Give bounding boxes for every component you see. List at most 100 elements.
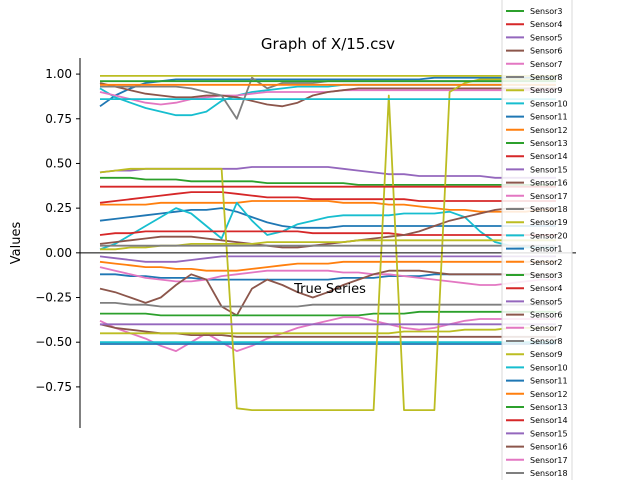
legend-label: Sensor17	[530, 192, 568, 201]
legend-label: Sensor15	[530, 165, 568, 174]
legend-label: Sensor10	[530, 99, 568, 108]
legend-label: Sensor14	[530, 152, 568, 161]
legend-label: Sensor10	[530, 363, 568, 372]
chart-title: Graph of X/15.csv	[261, 35, 395, 53]
legend-entry: Sensor7	[506, 324, 563, 333]
legend-entry: Sensor5	[506, 297, 563, 306]
legend-label: Sensor5	[530, 297, 563, 306]
legend-entry: Sensor12	[506, 390, 568, 399]
legend-entry: Sensor2	[506, 258, 563, 267]
series-line	[99, 207, 556, 249]
legend-label: Sensor9	[530, 86, 563, 95]
legend-entry: Sensor8	[506, 73, 563, 82]
legend-label: Sensor6	[530, 47, 563, 56]
legend-entry: Sensor4	[506, 284, 563, 293]
legend-entry: Sensor18	[506, 469, 568, 478]
legend-entry: Sensor20	[506, 231, 568, 240]
legend-entry: Sensor14	[506, 416, 568, 425]
legend-label: Sensor4	[530, 20, 563, 29]
legend-entry: Sensor3	[506, 7, 563, 16]
series-line	[99, 78, 556, 412]
legend-label: Sensor6	[530, 311, 563, 320]
legend-label: Sensor9	[530, 350, 563, 359]
y-tick-label: 1.00	[45, 67, 72, 81]
legend-entry: Sensor5	[506, 33, 563, 42]
series-line	[100, 176, 556, 186]
legend-label: Sensor12	[530, 126, 568, 135]
legend-entry: Sensor9	[506, 350, 563, 359]
legend-label: Sensor7	[530, 60, 563, 69]
legend-entry: Sensor13	[506, 139, 568, 148]
legend-label: Sensor13	[530, 139, 568, 148]
legend-entry: Sensor17	[506, 456, 568, 465]
series-line	[99, 266, 556, 286]
legend-label: Sensor16	[530, 179, 568, 188]
legend-label: Sensor8	[530, 337, 563, 346]
y-tick-label: 0.00	[45, 246, 72, 260]
y-axis-label: Values	[9, 222, 24, 265]
series-line	[99, 207, 556, 229]
legend-entry: Sensor12	[506, 126, 568, 135]
legend-entry: Sensor3	[506, 271, 563, 280]
legend-label: Sensor14	[530, 416, 568, 425]
series-line	[99, 230, 556, 236]
legend-label: Sensor2	[530, 258, 563, 267]
legend-label: Sensor11	[530, 377, 568, 386]
series-line	[100, 301, 556, 308]
series-line	[99, 255, 556, 263]
legend-entry: Sensor16	[506, 443, 568, 452]
series-line	[99, 191, 556, 204]
series-line	[99, 269, 556, 317]
legend-entry: Sensor1	[506, 245, 563, 254]
legend-label: Sensor16	[530, 443, 568, 452]
true-series-label: True Series	[293, 282, 366, 297]
legend-entry: Sensor16	[506, 179, 568, 188]
series-layer	[99, 75, 556, 412]
legend-label: Sensor19	[530, 218, 568, 227]
legend-label: Sensor11	[530, 113, 568, 122]
legend-entry: Sensor17	[506, 192, 568, 201]
legend: Sensor3 Sensor4 Sensor5 Sensor6 Sensor7 Senso…	[501, 0, 573, 480]
series-line	[100, 326, 556, 335]
legend-entry: Sensor6	[506, 311, 563, 320]
legend-entry: Sensor14	[506, 152, 568, 161]
legend-entry: Sensor18	[506, 205, 568, 214]
legend-entry: Sensor15	[506, 165, 568, 174]
legend-entry: Sensor11	[506, 377, 568, 386]
legend-label: Sensor3	[530, 7, 563, 16]
legend-label: Sensor3	[530, 271, 563, 280]
legend-label: Sensor8	[530, 73, 563, 82]
legend-label: Sensor20	[530, 231, 568, 240]
series-line	[100, 200, 556, 213]
legend-label: Sensor4	[530, 284, 563, 293]
axes-layer	[79, 58, 576, 428]
legend-entry: Sensor13	[506, 403, 568, 412]
legend-entry: Sensor15	[506, 429, 568, 438]
legend-entries: Sensor3 Sensor4 Sensor5 Sensor6 Sensor7 Senso…	[506, 7, 568, 478]
legend-entry: Sensor11	[506, 113, 568, 122]
y-tick-label: −0.25	[35, 291, 72, 305]
legend-label: Sensor17	[530, 456, 568, 465]
legend-entry: Sensor19	[506, 218, 568, 227]
legend-entry: Sensor10	[506, 363, 568, 372]
series-line	[99, 76, 556, 108]
legend-entry: Sensor6	[506, 47, 563, 56]
series-line	[100, 310, 556, 317]
legend-entry: Sensor4	[506, 20, 563, 29]
legend-entry: Sensor7	[506, 60, 563, 69]
legend-label: Sensor7	[530, 324, 563, 333]
legend-label: Sensor13	[530, 403, 568, 412]
legend-label: Sensor15	[530, 429, 568, 438]
y-tick-label: 0.25	[45, 201, 72, 215]
legend-label: Sensor18	[530, 205, 568, 214]
series-line	[99, 316, 556, 353]
series-line	[99, 260, 556, 272]
legend-label: Sensor1	[530, 245, 563, 254]
series-line	[99, 201, 556, 251]
legend-entry: Sensor10	[506, 99, 568, 108]
legend-frame	[501, 0, 573, 480]
y-ticks: 1.00 0.75 0.50 0.25 0.00 −0.25 −0.50 −0.75	[35, 67, 80, 394]
y-tick-label: 0.75	[45, 112, 72, 126]
legend-entry: Sensor8	[506, 337, 563, 346]
